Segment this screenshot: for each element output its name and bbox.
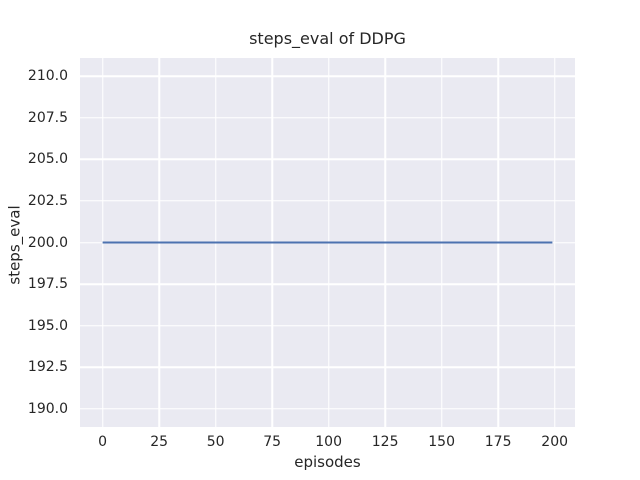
vertical-gridline bbox=[553, 58, 556, 427]
horizontal-gridline bbox=[80, 117, 575, 119]
y-tick-label: 197.5 bbox=[27, 276, 68, 293]
x-tick-label: 150 bbox=[428, 434, 456, 450]
x-tick-label: 125 bbox=[371, 434, 399, 450]
y-tick-label: 210.0 bbox=[27, 68, 68, 85]
y-tick-label: 207.5 bbox=[27, 109, 68, 126]
horizontal-gridline bbox=[80, 158, 575, 161]
y-tick-label: 202.5 bbox=[27, 192, 68, 209]
x-tick-label: 100 bbox=[315, 434, 342, 450]
y-tick-label: 195.0 bbox=[27, 317, 68, 334]
x-tick-label: 200 bbox=[541, 434, 569, 450]
x-tick-label: 50 bbox=[206, 434, 225, 450]
y-tick-label: 200.0 bbox=[27, 234, 68, 251]
chart-title: steps_eval of DDPG bbox=[249, 29, 406, 48]
y-tick-label: 192.5 bbox=[27, 359, 68, 376]
horizontal-gridline bbox=[80, 366, 575, 368]
x-tick-label: 0 bbox=[98, 434, 108, 450]
x-axis-label: episodes bbox=[294, 453, 361, 471]
line-series-canvas bbox=[102, 241, 553, 244]
x-tick-label: 75 bbox=[263, 434, 282, 450]
plot-area bbox=[80, 58, 575, 427]
y-tick-label: 205.0 bbox=[27, 151, 68, 168]
horizontal-gridline bbox=[80, 283, 575, 285]
horizontal-gridline bbox=[80, 200, 575, 202]
y-tick-label: 190.0 bbox=[27, 400, 68, 417]
horizontal-gridline bbox=[80, 75, 575, 78]
horizontal-gridline bbox=[80, 407, 575, 410]
x-tick-label: 25 bbox=[150, 434, 169, 450]
x-tick-label: 175 bbox=[484, 434, 512, 450]
horizontal-gridline bbox=[80, 324, 575, 327]
vertical-gridline bbox=[101, 58, 104, 427]
y-axis-label: steps_eval bbox=[5, 205, 24, 285]
